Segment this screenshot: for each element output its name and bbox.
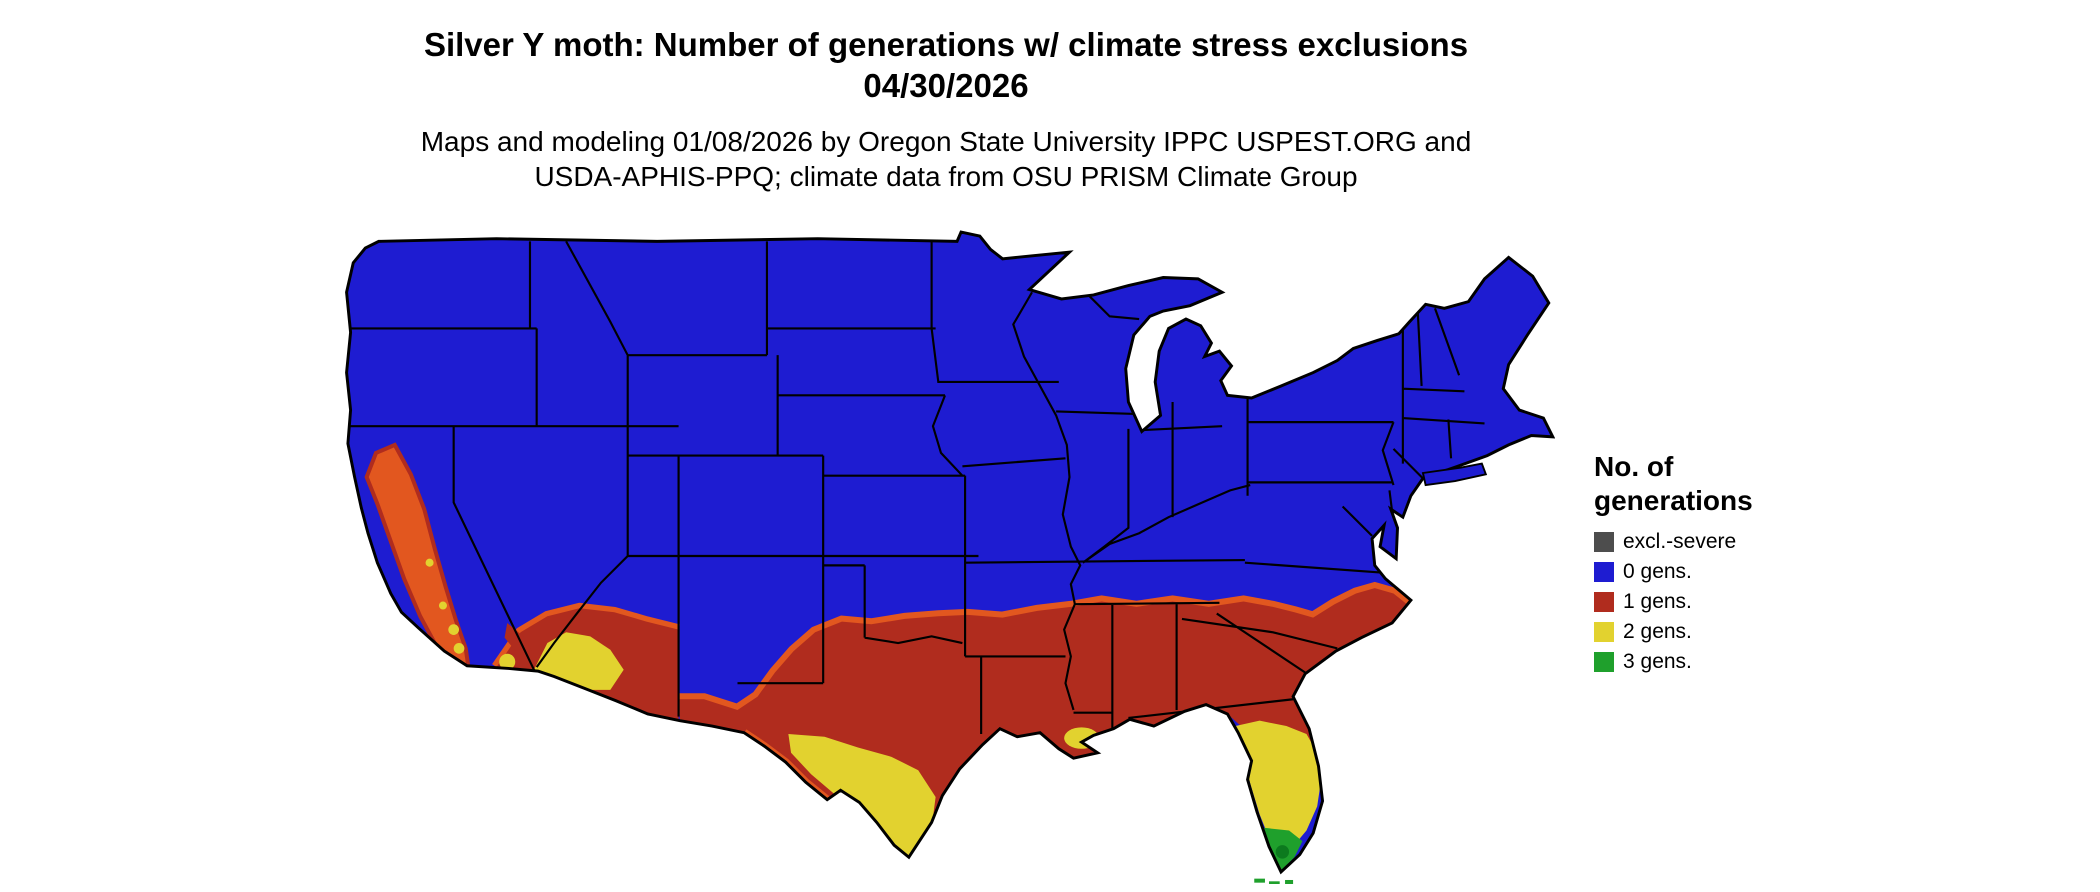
zone-2-gens-arizona: [533, 632, 624, 690]
long-island: [1421, 462, 1488, 487]
map-legend: No. of generations excl.-severe 0 gens. …: [1594, 450, 1753, 680]
zone-2-gens-california-spot: [438, 601, 447, 610]
map-title-date: 04/30/2026: [863, 67, 1029, 104]
map-subtitle-line2: USDA-APHIS-PPQ; climate data from OSU PR…: [534, 161, 1358, 192]
legend-item-1-gens: 1 gens.: [1594, 590, 1753, 614]
zone-2-gens-california-spot: [425, 558, 434, 567]
legend-label: 0 gens.: [1623, 560, 1692, 583]
zone-3-gens-core: [1275, 845, 1290, 859]
florida-keys: [1285, 879, 1294, 884]
legend-item-0-gens: 0 gens.: [1594, 560, 1753, 584]
florida-keys: [1268, 881, 1280, 884]
legend-label: excl.-severe: [1623, 530, 1737, 553]
legend-label: 1 gens.: [1623, 590, 1692, 613]
legend-swatch-1-gens: [1594, 592, 1614, 612]
legend-title-line1: No. of: [1594, 451, 1674, 482]
legend-item-excl-severe: excl.-severe: [1594, 530, 1753, 554]
zone-2-gens-california-spot: [453, 643, 465, 654]
zone-2-gens-louisiana-delta: [1064, 727, 1099, 749]
legend-swatch-2-gens: [1594, 622, 1614, 642]
legend-swatch-0-gens: [1594, 562, 1614, 582]
zone-2-gens-yuma: [499, 653, 516, 670]
swatch-rect: [1594, 622, 1614, 642]
legend-title-line2: generations: [1594, 485, 1753, 516]
map-subtitle-line1: Maps and modeling 01/08/2026 by Oregon S…: [420, 126, 1472, 157]
legend-item-3-gens: 3 gens.: [1594, 650, 1753, 674]
legend-title: No. of generations: [1594, 450, 1753, 518]
legend-swatch-excl-severe: [1594, 532, 1614, 552]
legend-swatch-3-gens: [1594, 652, 1614, 672]
swatch-rect: [1594, 592, 1614, 612]
climate-zones-layer: [346, 240, 1485, 871]
subtitle-block: Maps and modeling 01/08/2026 by Oregon S…: [0, 124, 1892, 194]
zone-1-gens-arizona-fringe: [492, 602, 680, 671]
zone-2-gens-south-texas: [788, 734, 936, 858]
swatch-rect: [1594, 652, 1614, 672]
us-generations-map: [345, 230, 1555, 884]
zone-2-gens-florida: [1235, 720, 1322, 858]
legend-item-2-gens: 2 gens.: [1594, 620, 1753, 644]
florida-keys: [1254, 878, 1265, 883]
map-title: Silver Y moth: Number of generations w/ …: [423, 26, 1469, 63]
swatch-rect: [1594, 562, 1614, 582]
swatch-rect: [1594, 532, 1614, 552]
zone-2-gens-california-spot: [448, 624, 460, 635]
legend-label: 2 gens.: [1623, 620, 1692, 643]
title-block: Silver Y moth: Number of generations w/ …: [0, 24, 1892, 194]
state-borders: [346, 240, 1485, 735]
legend-label: 3 gens.: [1623, 650, 1692, 673]
